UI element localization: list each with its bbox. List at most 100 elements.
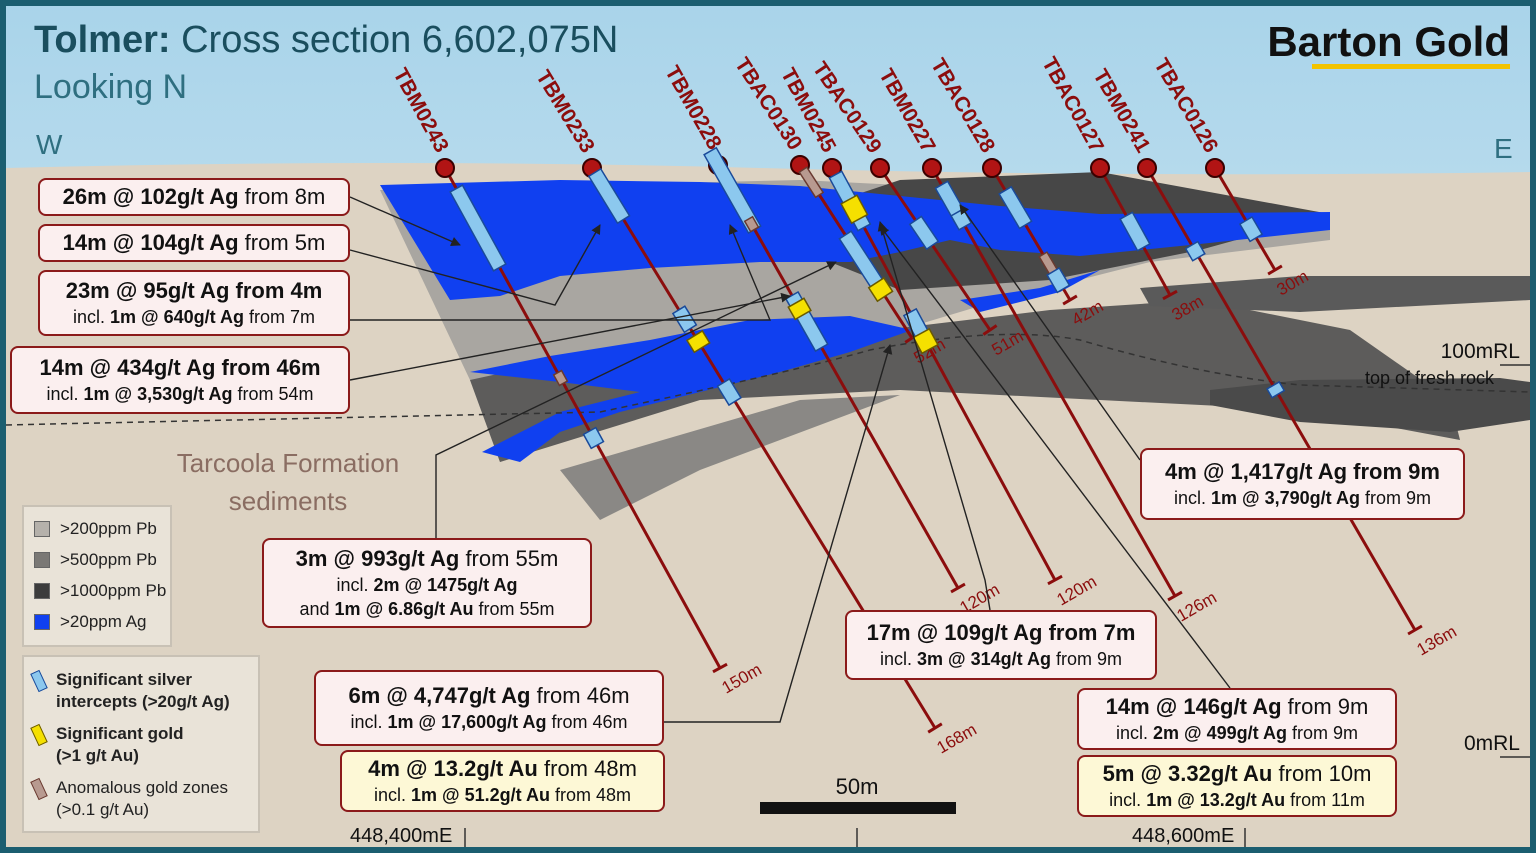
callout-bold: 14m @ 434g/t Ag from 46m (39, 355, 321, 380)
leader-line (959, 204, 1141, 461)
legend-swatch (34, 614, 50, 630)
callout: 14m @ 146g/t Ag from 9m incl. 2m @ 499g/t… (1077, 688, 1397, 750)
intercept-marker (908, 215, 940, 251)
intercept-marker (587, 167, 631, 225)
callout-line: and 1m @ 6.86g/t Au from 55m (299, 597, 554, 621)
callout-bold: 6m @ 4,747g/t Ag (348, 683, 531, 708)
geology (380, 172, 1530, 520)
callout-line: 23m @ 95g/t Ag from 4m (66, 277, 323, 305)
drill-trace (1213, 167, 1277, 271)
legend-item: Anomalous gold zones (>0.1 g/t Au) (30, 777, 228, 821)
callout-prefix: incl. (1116, 723, 1149, 743)
intercept-marker (1184, 240, 1206, 262)
callout-prefix: incl. (1174, 488, 1207, 508)
intercept-marker (840, 194, 869, 225)
collar (870, 158, 890, 178)
fresh-rock-label: top of fresh rock (1365, 368, 1495, 388)
intercept-marker (912, 327, 939, 355)
leader-line (349, 292, 791, 381)
hole-end (982, 324, 998, 336)
hole-end (1167, 590, 1183, 602)
legend-icon (30, 723, 48, 747)
legend-label: >200ppm Pb (60, 519, 157, 538)
leader-line (350, 224, 772, 321)
callout-text: from 9m (1055, 649, 1122, 669)
scale-bar (760, 802, 956, 814)
intercept-marker (787, 297, 812, 321)
callout-text: from 7m (248, 307, 315, 327)
callout-bold: 1m @ 640g/t Ag (110, 307, 244, 327)
callout-line: 17m @ 109g/t Ag from 7m (867, 619, 1136, 647)
callout: 17m @ 109g/t Ag from 7m incl. 3m @ 314g/t… (845, 610, 1157, 680)
hole-end (927, 722, 943, 734)
intercept-marker (798, 166, 825, 199)
intercept-marker (449, 184, 507, 272)
legend-swatch (34, 583, 50, 599)
leader-line (435, 261, 837, 540)
callout-prefix: and (299, 599, 330, 619)
subtitle: Looking N (34, 68, 187, 106)
hole-end (950, 582, 966, 594)
callout-line: incl. 3m @ 314g/t Ag from 9m (880, 647, 1122, 671)
legend-label: Significant gold (56, 724, 184, 743)
callout-bold: 17m @ 109g/t Ag from 7m (866, 620, 1136, 645)
callout-text: from 48m (554, 785, 631, 805)
scale-label: 50m (836, 774, 879, 799)
legend-item: >200ppm Pb (34, 519, 157, 539)
callout-bold: 4m @ 13.2g/t Au (368, 756, 538, 781)
intercept-marker (582, 426, 605, 450)
hole-end (1267, 264, 1283, 276)
drill-trace (716, 164, 960, 589)
callout-line: incl. 1m @ 3,790g/t Ag from 9m (1174, 486, 1431, 510)
collar (435, 158, 455, 178)
callout-text: from 55m (465, 546, 559, 571)
callout-text: from 11m (1290, 790, 1365, 810)
hole-end (1162, 289, 1178, 301)
callout-text: from 46m (536, 683, 630, 708)
collar (1090, 158, 1110, 178)
compass-east: E (1494, 133, 1513, 164)
callout-bold: 26m @ 102g/t Ag (62, 184, 239, 209)
callout-bold: 1m @ 3,530g/t Ag (83, 384, 233, 404)
callout-prefix: incl. (73, 307, 106, 327)
callout: 4m @ 1,417g/t Ag from 9m incl. 1m @ 3,790… (1140, 448, 1465, 520)
title: Tolmer: Cross section 6,602,075N (34, 19, 618, 61)
drill-trace (930, 167, 1177, 597)
collar (1205, 158, 1225, 178)
callout-line: 3m @ 993g/t Ag from 55m (296, 545, 559, 573)
callout-line: 4m @ 13.2g/t Au from 48m (368, 755, 637, 783)
callout-line: 14m @ 146g/t Ag from 9m (1106, 693, 1369, 721)
leader-line (664, 344, 893, 723)
callout-text: from 8m (244, 184, 326, 209)
legend-item: >1000ppm Pb (34, 581, 166, 601)
callout-line: 26m @ 102g/t Ag from 8m (63, 183, 326, 211)
legend-label: Anomalous gold zones (56, 778, 229, 797)
callout: 3m @ 993g/t Ag from 55m incl. 2m @ 1475g/… (262, 538, 592, 628)
collar (922, 158, 942, 178)
hole-end (1062, 294, 1078, 306)
callout: 14m @ 434g/t Ag from 46m incl. 1m @ 3,530… (10, 346, 350, 414)
callout: 6m @ 4,747g/t Ag from 46m incl. 1m @ 17,6… (314, 670, 664, 746)
callout-bold: 1m @ 3,790g/t Ag (1211, 488, 1360, 508)
intercept-marker (552, 369, 569, 387)
legend-swatch (34, 521, 50, 537)
leader-line (349, 224, 601, 306)
leader-line (879, 225, 1231, 689)
legend-item: Significant silver intercepts (>20g/t Ag) (30, 669, 230, 713)
easting-label: 448,600mE (1132, 825, 1234, 847)
level-label: 100mRL (1441, 340, 1520, 363)
callout-prefix: incl. (1109, 790, 1142, 810)
intercept-marker (998, 185, 1033, 230)
callout-text: from 46m (551, 712, 628, 732)
callout-prefix: incl. (336, 575, 369, 595)
intercept-marker (1238, 216, 1264, 243)
callout: 23m @ 95g/t Ag from 4m incl. 1m @ 640g/t … (38, 270, 350, 336)
legend-icon (30, 669, 48, 693)
callout-line: 6m @ 4,747g/t Ag from 46m (348, 682, 629, 710)
callout-bold: 1m @ 51.2g/t Au (411, 785, 550, 805)
callout-text: from 54m (237, 384, 314, 404)
legend-label: >500ppm Pb (60, 550, 157, 569)
legend-label: >1000ppm Pb (60, 581, 167, 600)
